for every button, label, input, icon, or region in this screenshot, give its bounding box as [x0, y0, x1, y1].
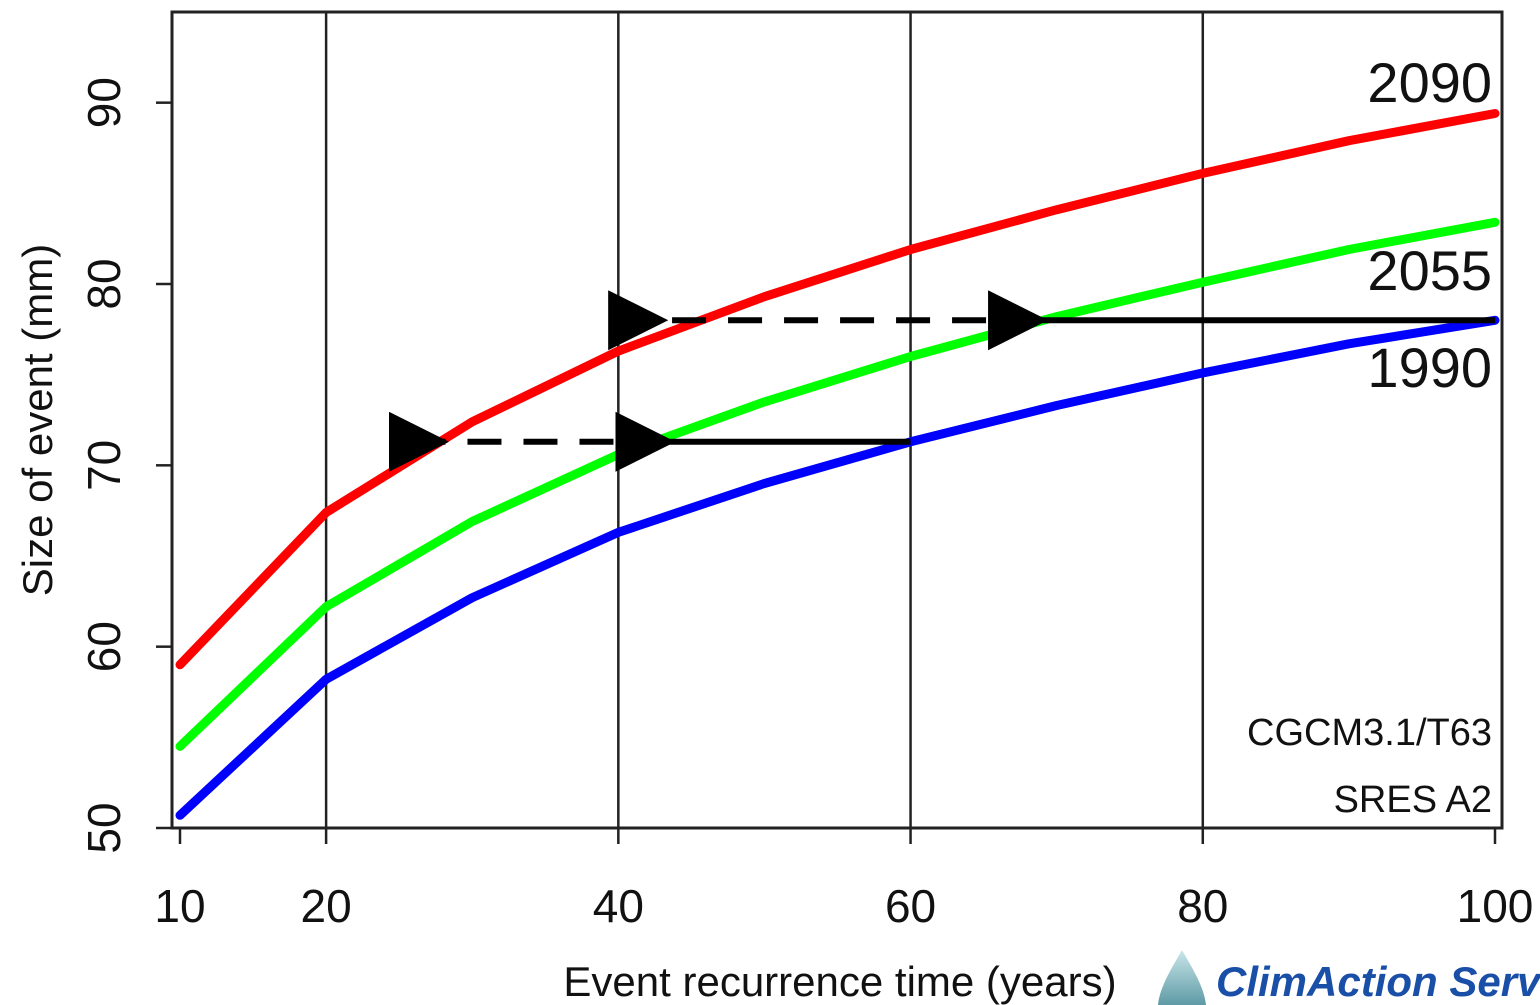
- series-label-2090: 2090: [1367, 51, 1492, 114]
- y-tick-label: 80: [78, 258, 130, 309]
- brand-name: ClimAction Serv: [1216, 958, 1540, 1005]
- series-line-1990: [175, 315, 1500, 820]
- plot-frame: [170, 10, 1504, 830]
- series-label-1990: 1990: [1367, 336, 1492, 399]
- series-line-2055: [175, 217, 1500, 751]
- x-tick-label: 20: [301, 880, 352, 932]
- series-lines: [175, 109, 1500, 820]
- y-tick-label: 50: [78, 802, 130, 853]
- annotation-arrows: [389, 290, 1495, 472]
- brand-logo: ClimAction Serv: [1158, 950, 1540, 1005]
- x-tick-label: 60: [885, 880, 936, 932]
- x-axis-label: Event recurrence time (years): [563, 958, 1116, 1005]
- x-tick-label: 40: [593, 880, 644, 932]
- y-tick-label: 70: [78, 440, 130, 491]
- series-label-2055: 2055: [1367, 239, 1492, 302]
- tick-labels: 10 20 40 60 80 100 50 60 70 80 90: [78, 77, 1533, 932]
- series-labels: 2090 2055 1990: [1367, 51, 1492, 399]
- y-axis-label: Size of event (mm): [14, 244, 61, 596]
- model-note: CGCM3.1/T63: [1247, 712, 1492, 754]
- x-tick-label: 10: [154, 880, 205, 932]
- x-tick-label: 100: [1457, 880, 1534, 932]
- axis-ticks: [156, 101, 1497, 844]
- drop-icon: [1158, 950, 1206, 1005]
- y-tick-label: 60: [78, 621, 130, 672]
- scenario-note: SRES A2: [1334, 779, 1492, 821]
- x-tick-label: 80: [1177, 880, 1228, 932]
- grid-lines: [324, 12, 1205, 828]
- y-tick-label: 90: [78, 77, 130, 128]
